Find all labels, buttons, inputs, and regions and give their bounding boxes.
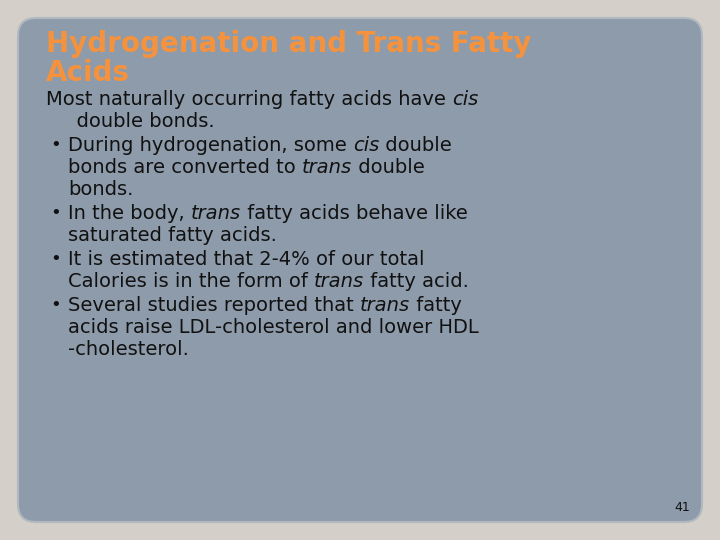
Text: Acids: Acids (46, 59, 130, 87)
Text: trans: trans (314, 272, 364, 291)
Text: cis: cis (353, 136, 379, 155)
Text: cis: cis (452, 90, 478, 109)
Text: Hydrogenation and Trans Fatty: Hydrogenation and Trans Fatty (46, 30, 531, 58)
Text: bonds are converted to: bonds are converted to (68, 158, 302, 177)
Text: Several studies reported that: Several studies reported that (68, 296, 360, 315)
Text: double: double (352, 158, 425, 177)
Text: fatty acid.: fatty acid. (364, 272, 469, 291)
Text: Most naturally occurring fatty acids have: Most naturally occurring fatty acids hav… (46, 90, 452, 109)
Text: •: • (50, 204, 60, 222)
Text: During hydrogenation, some: During hydrogenation, some (68, 136, 353, 155)
Text: double bonds.: double bonds. (64, 112, 215, 131)
Text: saturated fatty acids.: saturated fatty acids. (68, 226, 277, 245)
Text: fatty acids behave like: fatty acids behave like (241, 204, 468, 223)
Text: trans: trans (302, 158, 352, 177)
Text: acids raise LDL-cholesterol and lower HDL: acids raise LDL-cholesterol and lower HD… (68, 318, 479, 337)
Text: trans: trans (360, 296, 410, 315)
Text: It is estimated that 2-4% of our total: It is estimated that 2-4% of our total (68, 250, 425, 269)
Text: double: double (379, 136, 452, 155)
FancyBboxPatch shape (18, 18, 702, 522)
Text: •: • (50, 136, 60, 154)
Text: bonds.: bonds. (68, 180, 133, 199)
Text: 41: 41 (674, 501, 690, 514)
Text: fatty: fatty (410, 296, 462, 315)
Text: In the body,: In the body, (68, 204, 191, 223)
Text: -cholesterol.: -cholesterol. (68, 340, 189, 359)
Text: •: • (50, 296, 60, 314)
Text: trans: trans (191, 204, 241, 223)
Text: Calories is in the form of: Calories is in the form of (68, 272, 314, 291)
Text: •: • (50, 250, 60, 268)
